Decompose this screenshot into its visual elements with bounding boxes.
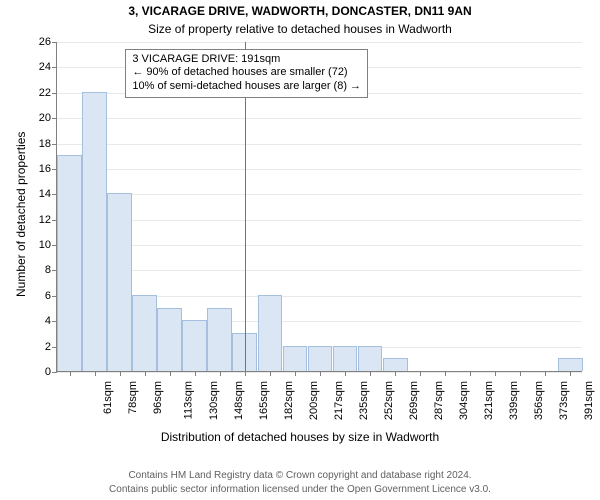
- footer-line2: Contains public sector information licen…: [0, 484, 600, 495]
- ytick-label: 26: [39, 36, 57, 48]
- ytick-label: 4: [45, 315, 57, 327]
- xtick-label: 61sqm: [102, 377, 114, 414]
- xtick-label: 339sqm: [508, 377, 520, 420]
- ytick-label: 18: [39, 138, 57, 150]
- xtick-mark: [120, 371, 121, 376]
- xtick-mark: [95, 371, 96, 376]
- xtick-mark: [170, 371, 171, 376]
- histogram-bar: [258, 295, 283, 371]
- xtick-mark: [320, 371, 321, 376]
- xtick-label: 304sqm: [458, 377, 470, 420]
- histogram-bar: [207, 308, 232, 371]
- histogram-bar: [107, 193, 132, 371]
- xtick-mark: [570, 371, 571, 376]
- xtick-mark: [445, 371, 446, 376]
- histogram-bar: [333, 346, 358, 371]
- gridline: [57, 42, 582, 43]
- y-axis-label: Number of detached properties: [14, 132, 28, 297]
- ytick-label: 24: [39, 61, 57, 73]
- ytick-label: 22: [39, 87, 57, 99]
- ytick-label: 14: [39, 188, 57, 200]
- gridline: [57, 270, 582, 271]
- xtick-label: 235sqm: [358, 377, 370, 420]
- gridline: [57, 169, 582, 170]
- xtick-label: 269sqm: [408, 377, 420, 420]
- xtick-label: 182sqm: [283, 377, 295, 420]
- annotation-line: 3 VICARAGE DRIVE: 191sqm: [132, 53, 361, 67]
- ytick-label: 8: [45, 264, 57, 276]
- histogram-bar: [132, 295, 157, 371]
- xtick-mark: [295, 371, 296, 376]
- xtick-label: 287sqm: [433, 377, 445, 420]
- xtick-label: 252sqm: [383, 377, 395, 420]
- xtick-mark: [370, 371, 371, 376]
- xtick-mark: [545, 371, 546, 376]
- histogram-bar: [157, 308, 182, 371]
- xtick-label: 321sqm: [483, 377, 495, 420]
- xtick-mark: [520, 371, 521, 376]
- xtick-mark: [195, 371, 196, 376]
- gridline: [57, 118, 582, 119]
- annotation-line: ← 90% of detached houses are smaller (72…: [132, 66, 361, 80]
- histogram-bar: [82, 92, 107, 371]
- xtick-mark: [70, 371, 71, 376]
- xtick-label: 96sqm: [152, 377, 164, 414]
- ytick-label: 16: [39, 163, 57, 175]
- ytick-label: 12: [39, 214, 57, 226]
- annotation-line: 10% of semi-detached houses are larger (…: [132, 80, 361, 94]
- gridline: [57, 194, 582, 195]
- xtick-mark: [395, 371, 396, 376]
- xtick-mark: [345, 371, 346, 376]
- xtick-label: 113sqm: [182, 377, 194, 419]
- histogram-bar: [283, 346, 308, 371]
- xtick-label: 130sqm: [208, 377, 220, 420]
- histogram-bar: [182, 320, 207, 371]
- histogram-bar: [57, 155, 82, 371]
- xtick-mark: [220, 371, 221, 376]
- histogram-bar: [558, 358, 583, 371]
- xtick-mark: [145, 371, 146, 376]
- xtick-label: 165sqm: [258, 377, 270, 420]
- gridline: [57, 220, 582, 221]
- xtick-label: 391sqm: [584, 377, 596, 420]
- ytick-label: 6: [45, 290, 57, 302]
- xtick-mark: [420, 371, 421, 376]
- xtick-label: 78sqm: [127, 377, 139, 414]
- xtick-label: 356sqm: [533, 377, 545, 420]
- xtick-label: 373sqm: [559, 377, 571, 420]
- chart-title-line2: Size of property relative to detached ho…: [0, 22, 600, 36]
- annotation-box: 3 VICARAGE DRIVE: 191sqm← 90% of detache…: [125, 49, 368, 98]
- xtick-label: 217sqm: [333, 377, 345, 420]
- xtick-label: 148sqm: [233, 377, 245, 420]
- xtick-mark: [495, 371, 496, 376]
- chart-title-line1: 3, VICARAGE DRIVE, WADWORTH, DONCASTER, …: [0, 4, 600, 18]
- ytick-label: 2: [45, 341, 57, 353]
- xtick-mark: [245, 371, 246, 376]
- xtick-mark: [270, 371, 271, 376]
- ytick-label: 10: [39, 239, 57, 251]
- xtick-mark: [470, 371, 471, 376]
- footer-line1: Contains HM Land Registry data © Crown c…: [0, 470, 600, 481]
- x-axis-label: Distribution of detached houses by size …: [0, 430, 600, 444]
- histogram-bar: [383, 358, 408, 371]
- histogram-bar: [358, 346, 383, 371]
- gridline: [57, 245, 582, 246]
- gridline: [57, 144, 582, 145]
- ytick-label: 0: [45, 366, 57, 378]
- xtick-label: 200sqm: [308, 377, 320, 420]
- plot-area: 0246810121416182022242661sqm78sqm96sqm11…: [56, 42, 582, 372]
- histogram-bar: [308, 346, 333, 371]
- ytick-label: 20: [39, 112, 57, 124]
